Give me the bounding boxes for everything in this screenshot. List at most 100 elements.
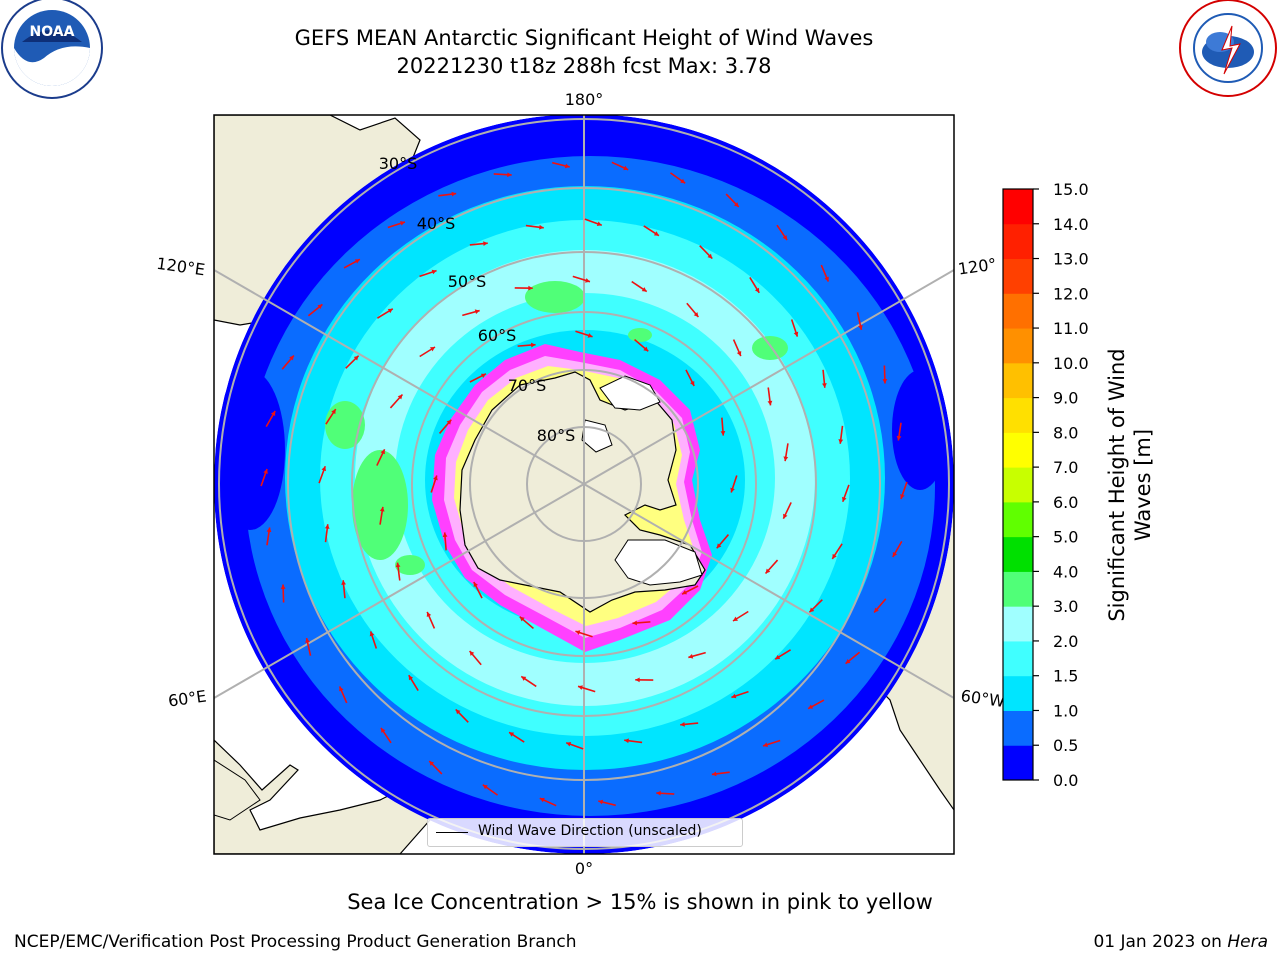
colorbar-swatch: [1003, 501, 1033, 538]
wave-arrow-head: [474, 309, 480, 315]
wave-arrow-head: [566, 742, 572, 747]
graticule: [214, 115, 954, 854]
wave-arrow-head: [379, 506, 385, 512]
wave-arrow-head: [397, 394, 403, 400]
colorbar-tick-label: 7.0: [1053, 458, 1078, 477]
wave-arrow-head: [711, 771, 717, 777]
wave-arrow-head: [387, 308, 393, 314]
colorbar-swatch: [1003, 328, 1033, 364]
colorbar-tick-label: 1.5: [1053, 667, 1078, 686]
wave-arrow-head: [354, 259, 360, 264]
wave-arrow-head: [587, 333, 593, 338]
wave-arrow-head: [896, 435, 902, 441]
wave-arrow-head: [380, 727, 386, 733]
wave-arrow-head: [783, 456, 789, 462]
wave-arrow-head: [782, 235, 788, 241]
noaa-logo-wordmark: NOAA: [30, 24, 75, 40]
wave-arrow-head: [838, 439, 844, 444]
colorbar-tick-label: 14.0: [1053, 215, 1089, 234]
wave-arrow-head: [341, 580, 346, 585]
colorbar-label: Significant Height of Wind Waves [m]: [1105, 348, 1155, 622]
wave-arrow-head: [433, 475, 438, 481]
wave-arrow-head: [832, 553, 837, 559]
wave-arrow-head: [682, 590, 688, 595]
wave-arrow-head: [598, 799, 604, 805]
lon-label-60e: 60°E: [167, 686, 208, 710]
lon-label-60w: 60°W: [960, 686, 1007, 711]
wind-wave-arrows: [260, 161, 908, 807]
wave-arrow-head: [331, 409, 336, 415]
wave-arrow-head: [263, 468, 268, 474]
wave-arrow-head: [395, 562, 401, 568]
lat-label-80s: 80°S: [537, 426, 576, 445]
wave-arrow-head: [400, 221, 405, 226]
wave-arrow-head: [324, 524, 330, 529]
wave-arrow-head: [339, 686, 344, 692]
wave-arrow-head: [842, 496, 847, 502]
wave-arrow-head: [321, 466, 326, 472]
lat-label-50s: 50°S: [448, 272, 487, 291]
colorbar-tick-label: 2.0: [1053, 632, 1078, 651]
wave-arrow-head: [455, 709, 461, 715]
wave-arrow-head: [732, 616, 738, 621]
lat-label-70s: 70°S: [508, 376, 547, 395]
colorbar-tick-label: 4.0: [1053, 562, 1078, 581]
footer-machine: Hera: [1227, 932, 1268, 952]
wave-arrow-head: [845, 659, 851, 664]
legend-label: Wind Wave Direction (unscaled): [478, 823, 702, 839]
colorbar-tick-label: 8.0: [1053, 423, 1078, 442]
wave-arrow-head: [632, 620, 637, 626]
wave-arrow-head: [408, 675, 414, 681]
colorbar-tick-label: 13.0: [1053, 250, 1089, 269]
wave-arrow-head: [575, 630, 581, 635]
wave-arrow-head: [585, 278, 590, 283]
colorbar-tick-label: 5.0: [1053, 528, 1078, 547]
wave-arrow-head: [380, 449, 385, 455]
colorbar-swatch: [1003, 710, 1033, 746]
wave-arrow-head: [519, 616, 525, 622]
colorbar-tick-label: 3.0: [1053, 597, 1078, 616]
wave-arrow-head: [720, 431, 726, 436]
colorbar-swatch: [1003, 189, 1033, 225]
wave-arrow-head: [451, 191, 457, 197]
wave-arrow-head: [731, 693, 737, 699]
wave-arrow-head: [892, 552, 898, 558]
colorbar-swatch: [1003, 606, 1033, 642]
wave-arrow-head: [809, 607, 815, 613]
lon-label-120e: 120°E: [155, 254, 206, 280]
wave-arrow-head: [539, 797, 545, 803]
wave-arrow-head: [317, 304, 323, 309]
colorbar-tick-label: 0.5: [1053, 736, 1078, 755]
wave-arrow-head: [482, 784, 488, 790]
wave-arrow-head: [635, 677, 640, 683]
wave-arrow-head: [775, 654, 781, 660]
wave-arrow-head: [369, 631, 375, 637]
wave-arrow-head: [509, 732, 515, 737]
wave-arrow-head: [808, 704, 814, 709]
wave-arrow-head: [730, 487, 735, 493]
wave-arrow-head: [431, 269, 437, 275]
chart-title: GEFS MEAN Antarctic Significant Height o…: [294, 26, 874, 50]
wave-arrow-head: [521, 676, 527, 681]
colorbar-tick-label: 0.0: [1053, 771, 1078, 790]
wave-arrow-head: [900, 494, 905, 500]
wave-arrow-head: [446, 419, 452, 425]
wave-arrow-head: [688, 653, 694, 659]
wave-arrow-head: [539, 224, 544, 230]
wave-arrow-head: [469, 650, 475, 656]
colorbar-swatch: [1003, 362, 1033, 399]
wave-arrow-head: [858, 325, 863, 330]
wave-arrow-head: [736, 351, 742, 357]
wave-arrow-head: [763, 742, 768, 747]
wave-arrow-head: [733, 202, 739, 207]
wave-arrow-head: [754, 287, 760, 293]
wave-arrow-head: [430, 347, 436, 352]
wave-arrow-head: [353, 355, 359, 361]
wave-arrow-head: [596, 221, 602, 226]
lat-label-30s: 30°S: [379, 154, 418, 173]
colorbar-swatch: [1003, 258, 1033, 294]
wave-arrow-head: [653, 231, 659, 236]
sea-ice-caption: Sea Ice Concentration > 15% is shown in …: [347, 890, 933, 914]
colorbar-tick-label: 10.0: [1053, 354, 1089, 373]
